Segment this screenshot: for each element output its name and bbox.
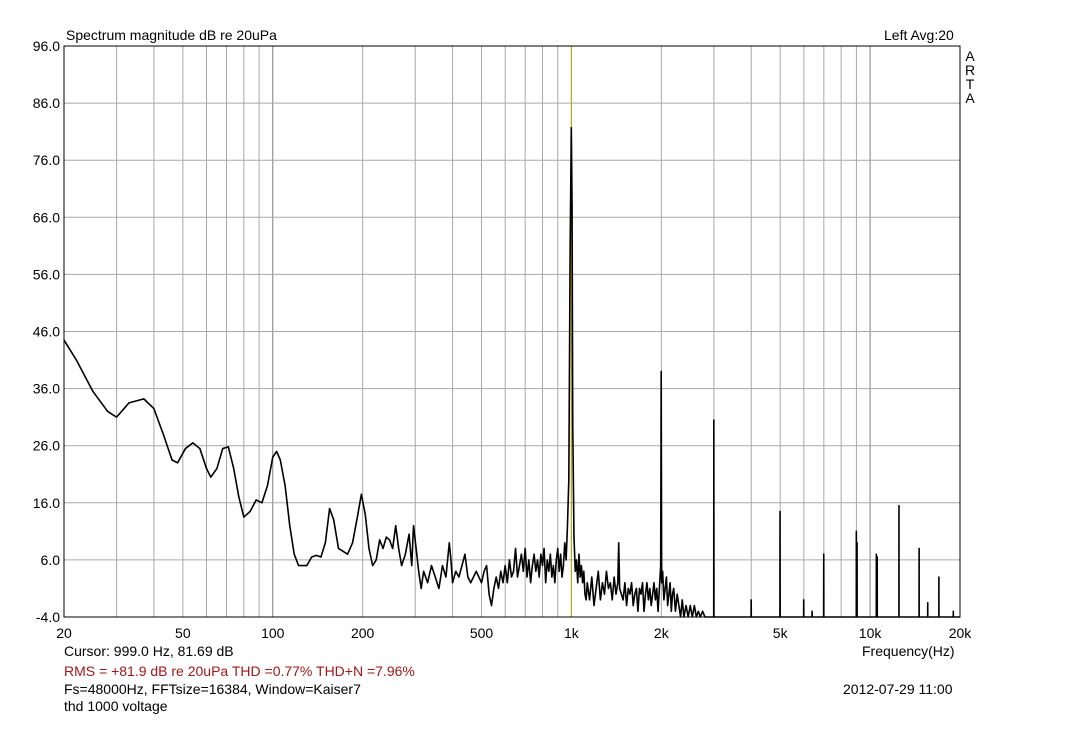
measurement-datetime: 2012-07-29 11:00 bbox=[843, 681, 953, 697]
channel-avg-label: Left Avg:20 bbox=[884, 27, 954, 43]
x-tick-label: 200 bbox=[351, 625, 375, 641]
x-tick-label: 1k bbox=[564, 625, 580, 641]
x-tick-label: 2k bbox=[654, 625, 670, 641]
y-tick-label: 86.0 bbox=[33, 95, 60, 111]
y-tick-label: 16.0 bbox=[33, 495, 60, 511]
x-axis-label: Frequency(Hz) bbox=[862, 643, 955, 659]
y-tick-label: 26.0 bbox=[33, 438, 60, 454]
x-tick-label: 500 bbox=[470, 625, 494, 641]
y-tick-label: 96.0 bbox=[33, 38, 60, 54]
arta-logo-letter-a2: A bbox=[965, 90, 975, 106]
chart-title: Spectrum magnitude dB re 20uPa bbox=[66, 27, 277, 43]
spectrum-trace bbox=[63, 126, 960, 618]
grid-lines bbox=[64, 46, 960, 617]
y-tick-label: 76.0 bbox=[33, 152, 60, 168]
rms-thd-readout: RMS = +81.9 dB re 20uPa THD =0.77% THD+N… bbox=[64, 663, 415, 679]
x-tick-label: 5k bbox=[773, 625, 789, 641]
x-tick-label: 20k bbox=[949, 625, 973, 641]
cursor-readout: Cursor: 999.0 Hz, 81.69 dB bbox=[64, 643, 234, 659]
measurement-note: thd 1000 voltage bbox=[64, 698, 168, 714]
fft-settings: Fs=48000Hz, FFTsize=16384, Window=Kaiser… bbox=[64, 681, 361, 697]
x-tick-label: 100 bbox=[261, 625, 285, 641]
y-tick-label: 36.0 bbox=[33, 381, 60, 397]
arta-logo-letter-t: T bbox=[965, 76, 975, 92]
y-tick-label: 56.0 bbox=[33, 266, 60, 282]
plot-frame bbox=[63, 45, 961, 618]
x-tick-label: 20 bbox=[56, 625, 72, 641]
arta-logo-letter-r: R bbox=[964, 62, 976, 78]
x-tick-label: 10k bbox=[859, 625, 883, 641]
tick-labels: -4.0 6.0 16.0 26.0 36.0 46.0 56.0 66.0 76.0 86.0 9… bbox=[33, 38, 973, 641]
y-tick-label: 46.0 bbox=[33, 324, 60, 340]
y-tick-label: 6.0 bbox=[41, 552, 61, 568]
y-tick-label: -4.0 bbox=[36, 609, 60, 625]
y-tick-label: 66.0 bbox=[33, 209, 60, 225]
x-tick-label: 50 bbox=[175, 625, 191, 641]
arta-logo-letter-a: A bbox=[965, 48, 975, 64]
